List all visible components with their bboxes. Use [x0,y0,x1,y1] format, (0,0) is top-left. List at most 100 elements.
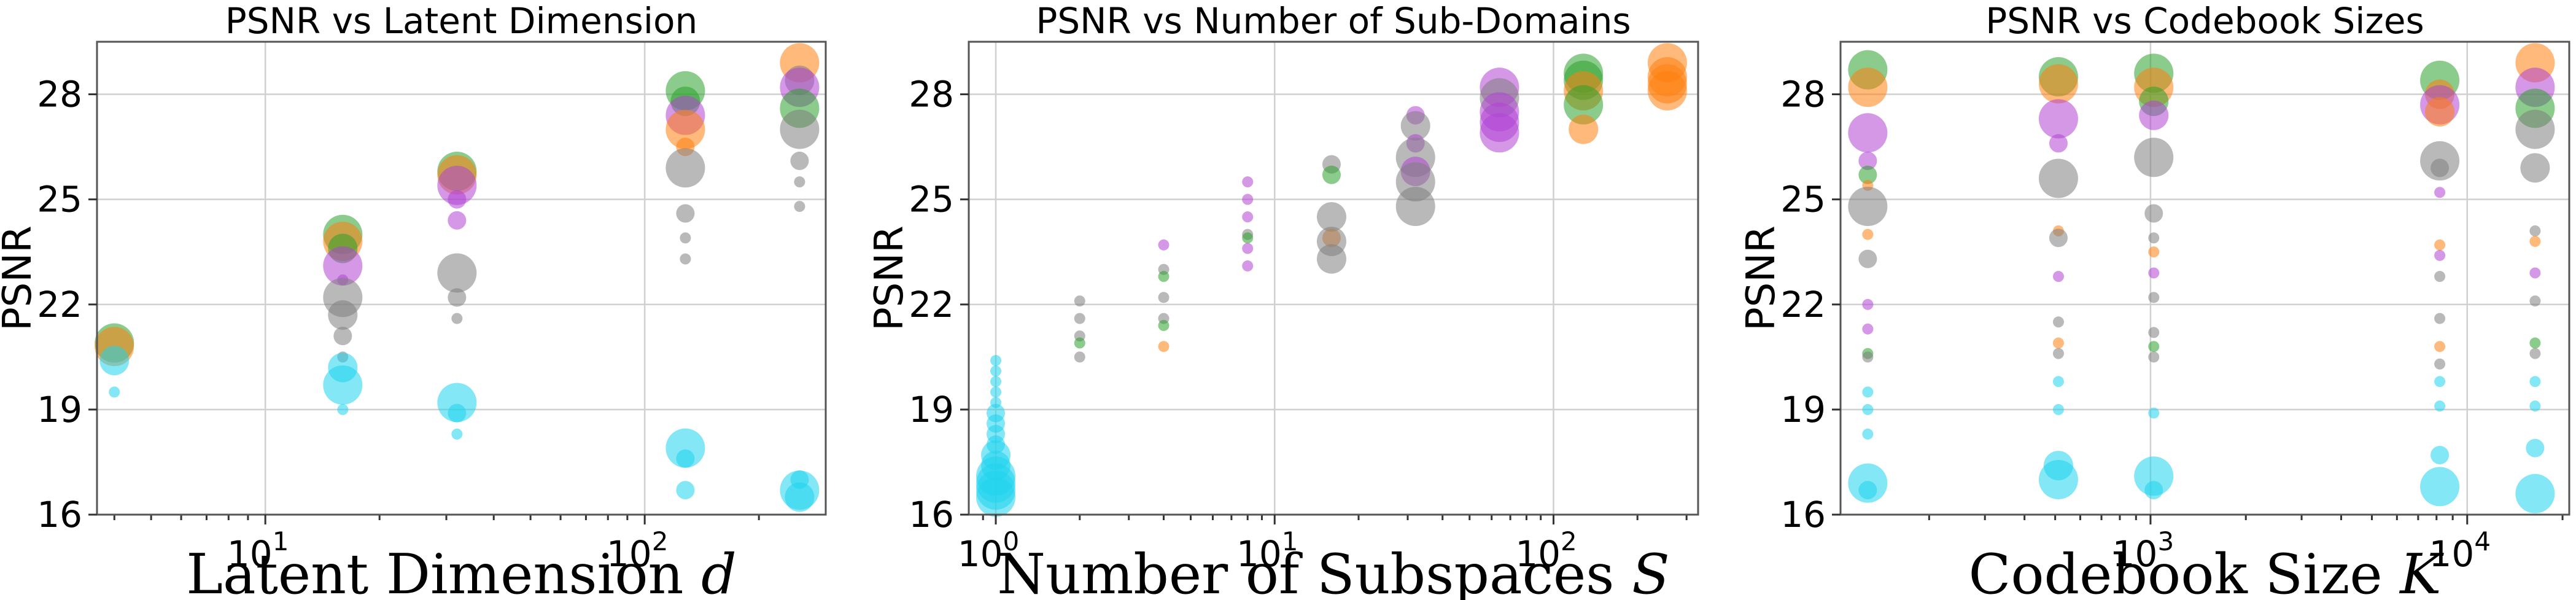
data-point [1158,320,1170,331]
data-point [437,165,477,205]
data-point [2148,292,2160,303]
data-point [448,288,467,307]
data-point [2529,400,2541,412]
chart-title: PSNR vs Latent Dimension [225,0,697,42]
data-point [990,386,1002,398]
data-point [1242,232,1254,244]
data-point [1395,187,1435,227]
data-point [976,477,1016,517]
data-point [448,403,467,423]
data-point [785,482,815,512]
data-point [2434,187,2446,198]
data-point [437,253,477,293]
x-tick-label: 103 [2112,526,2174,575]
data-point [2049,228,2068,247]
data-point [990,365,1002,377]
data-point [1858,249,1877,268]
data-point [1848,187,1888,227]
plot-frame [968,41,1699,516]
data-point [2434,376,2446,388]
y-tick-label: 25 [909,179,954,220]
x-tick-label: 100 [958,526,1020,575]
y-axis-label: PSNR [1739,225,1784,331]
data-point [1158,341,1170,353]
data-point [337,403,349,415]
data-point [109,386,120,398]
data-point [437,383,477,423]
y-tick-label: 25 [1780,179,1826,220]
data-point [2049,134,2068,153]
data-point [1074,351,1085,363]
data-point [2431,158,2450,177]
data-point [2148,246,2160,258]
y-tick-label: 22 [909,284,954,325]
data-point [2052,337,2064,349]
y-tick-label: 22 [37,284,82,325]
chart-title: PSNR vs Number of Sub-Domains [1036,0,1631,42]
data-point [333,327,352,346]
data-point [1400,111,1430,141]
data-point [676,481,695,500]
x-tick-label: 102 [607,526,669,575]
data-point [794,201,805,212]
chart-panel-2: 16 19 22 25 28 100 101 102 PSNR vs Number of Sub… [867,0,1699,600]
data-point [2052,348,2064,359]
data-point [1242,211,1254,223]
data-point [2526,438,2545,458]
data-point [2434,239,2446,251]
data-point [2148,351,2160,363]
data-point [451,428,463,440]
chart-panel-3: 16 19 22 25 28 103 104 PSNR vs Codebook Sizes PS… [1739,0,2570,600]
y-tick-label: 19 [909,389,954,431]
y-tick-label: 19 [37,389,82,431]
plot-frame [96,41,827,516]
data-point [2434,313,2446,324]
data-point [1316,244,1346,274]
data-point [2434,400,2446,412]
x-axis-label: Latent Dimension d [186,542,736,600]
data-point [2529,376,2541,388]
data-point [1074,313,1085,324]
data-point [1242,243,1254,254]
data-point [2434,249,2446,261]
data-point [1242,193,1254,205]
data-point [1158,292,1170,303]
data-point [1158,239,1170,251]
data-point [2425,97,2455,127]
data-point [2515,473,2555,513]
data-point [2515,109,2555,149]
data-point [2529,225,2541,236]
data-point [2420,467,2460,507]
y-tick-label: 28 [37,74,82,115]
data-point [1569,114,1599,144]
data-point [2139,100,2169,130]
data-point [1647,71,1687,111]
data-point [665,148,705,188]
data-point [2148,341,2160,353]
data-point [990,376,1002,388]
data-point [1862,386,1874,398]
data-point [448,211,467,230]
data-point [2148,232,2160,244]
chart-title: PSNR vs Codebook Sizes [1985,0,2424,42]
y-tick-label: 28 [1780,74,1826,115]
data-point [990,355,1002,367]
data-point [2520,153,2550,183]
data-point [780,109,820,149]
x-tick-label: 101 [1236,526,1298,575]
data-point [2434,341,2446,353]
data-point [2052,403,2064,415]
data-point [2052,376,2064,388]
data-point [451,313,463,324]
data-point [1858,481,1877,500]
data-point [790,151,809,170]
x-axis-label: Number of Subspaces S [997,542,1669,600]
data-point [1862,298,1874,310]
data-point [2038,459,2078,499]
data-point [676,449,695,468]
x-tick-label: 104 [2429,526,2491,575]
data-point [2529,348,2541,359]
data-point [2148,327,2160,338]
data-point [2038,99,2078,139]
